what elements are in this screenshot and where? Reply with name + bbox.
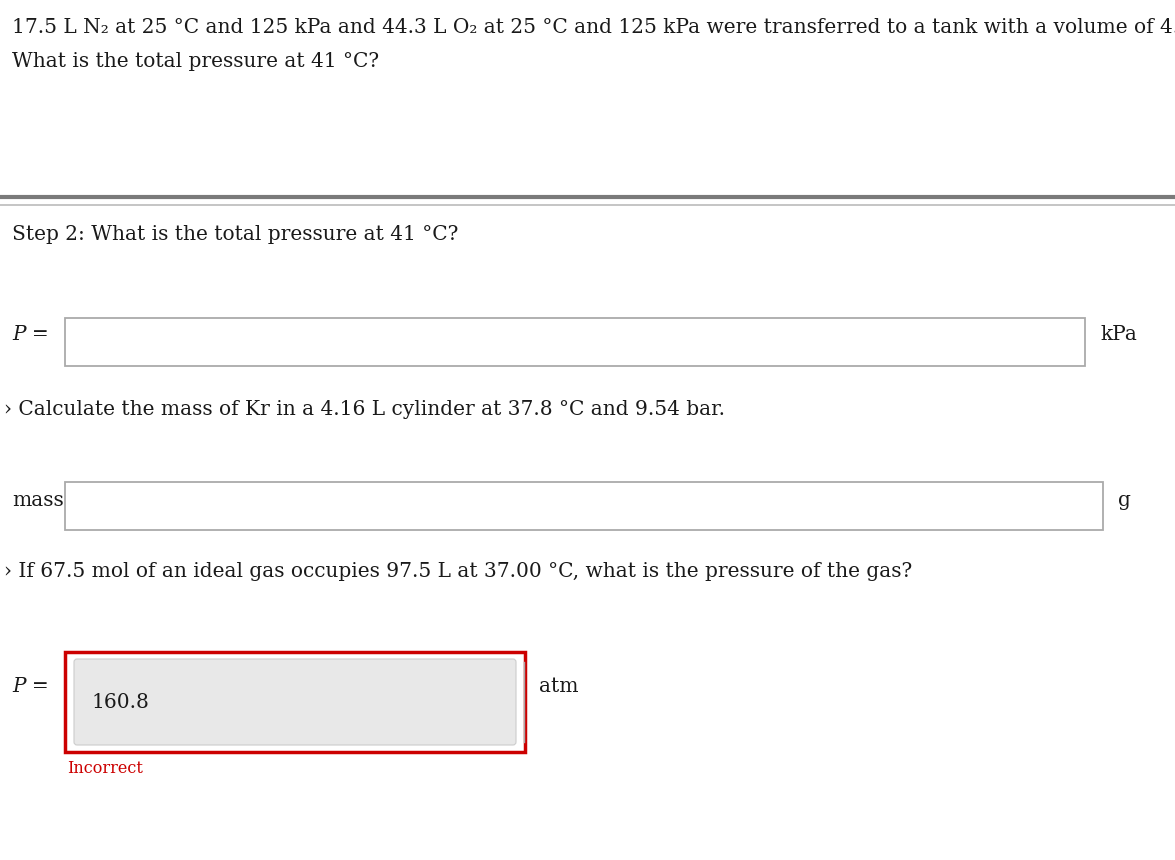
Text: g: g: [1117, 490, 1130, 509]
Text: P =: P =: [12, 678, 48, 697]
Text: 17.5 L N₂ at 25 °C and 125 kPa and 44.3 L O₂ at 25 °C and 125 kPa were transferr: 17.5 L N₂ at 25 °C and 125 kPa and 44.3 …: [12, 18, 1175, 37]
Text: › If 67.5 mol of an ideal gas occupies 97.5 L at 37.00 °C, what is the pressure : › If 67.5 mol of an ideal gas occupies 9…: [4, 562, 912, 581]
Text: 160.8: 160.8: [90, 692, 149, 711]
Text: Incorrect: Incorrect: [67, 760, 143, 777]
Text: mass:: mass:: [12, 490, 70, 509]
FancyBboxPatch shape: [65, 318, 1085, 366]
Text: kPa: kPa: [1100, 325, 1137, 345]
Text: › Calculate the mass of Kr in a 4.16 L cylinder at 37.8 °C and 9.54 bar.: › Calculate the mass of Kr in a 4.16 L c…: [4, 400, 725, 419]
Text: P =: P =: [12, 325, 48, 345]
FancyBboxPatch shape: [74, 659, 516, 745]
Text: atm: atm: [539, 678, 578, 697]
FancyBboxPatch shape: [65, 482, 1103, 530]
Text: Step 2: What is the total pressure at 41 °C?: Step 2: What is the total pressure at 41…: [12, 225, 458, 244]
FancyBboxPatch shape: [65, 652, 525, 752]
Text: What is the total pressure at 41 °C?: What is the total pressure at 41 °C?: [12, 52, 380, 71]
